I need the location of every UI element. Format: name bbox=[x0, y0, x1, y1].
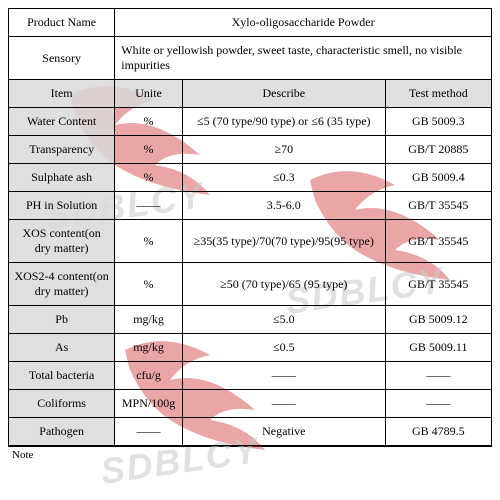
table-row: Asmg/kg≤0.5GB 5009.11 bbox=[9, 334, 492, 362]
col-describe: Describe bbox=[182, 80, 385, 108]
note-label: Note bbox=[8, 446, 492, 463]
col-item: Item bbox=[9, 80, 115, 108]
cell-describe: 3.5-6.0 bbox=[182, 192, 385, 220]
spec-table: Product Name Xylo-oligosaccharide Powder… bbox=[8, 8, 492, 446]
cell-unit: % bbox=[115, 108, 183, 136]
cell-unit: —— bbox=[115, 418, 183, 446]
cell-method: GB 5009.3 bbox=[385, 108, 491, 136]
cell-item: XOS content(on dry matter) bbox=[9, 220, 115, 263]
table-row: ColiformsMPN/100g———— bbox=[9, 390, 492, 418]
cell-item: Pb bbox=[9, 306, 115, 334]
table-row: XOS2-4 content(on dry matter)%≥50 (70 ty… bbox=[9, 263, 492, 306]
cell-unit: mg/kg bbox=[115, 334, 183, 362]
cell-method: GB/T 35545 bbox=[385, 192, 491, 220]
cell-unit: % bbox=[115, 136, 183, 164]
cell-unit: —— bbox=[115, 192, 183, 220]
col-unit: Unite bbox=[115, 80, 183, 108]
table-row: Sulphate ash%≤0.3GB 5009.4 bbox=[9, 164, 492, 192]
cell-unit: MPN/100g bbox=[115, 390, 183, 418]
cell-item: Water Content bbox=[9, 108, 115, 136]
product-name-label: Product Name bbox=[9, 9, 115, 37]
product-name-value: Xylo-oligosaccharide Powder bbox=[115, 9, 492, 37]
cell-method: GB 5009.4 bbox=[385, 164, 491, 192]
cell-unit: % bbox=[115, 263, 183, 306]
table-row: Pathogen——NegativeGB 4789.5 bbox=[9, 418, 492, 446]
cell-describe: ≥70 bbox=[182, 136, 385, 164]
cell-unit: mg/kg bbox=[115, 306, 183, 334]
sensory-label: Sensory bbox=[9, 37, 115, 80]
cell-item: Total bacteria bbox=[9, 362, 115, 390]
cell-describe: Negative bbox=[182, 418, 385, 446]
table-row: Total bacteriacfu/g———— bbox=[9, 362, 492, 390]
cell-describe: ≤5.0 bbox=[182, 306, 385, 334]
cell-method: GB/T 20885 bbox=[385, 136, 491, 164]
cell-unit: % bbox=[115, 220, 183, 263]
cell-item: Transparency bbox=[9, 136, 115, 164]
cell-describe: ≤5 (70 type/90 type) or ≤6 (35 type) bbox=[182, 108, 385, 136]
table-row: PH in Solution——3.5-6.0GB/T 35545 bbox=[9, 192, 492, 220]
cell-unit: cfu/g bbox=[115, 362, 183, 390]
table-row: Transparency%≥70GB/T 20885 bbox=[9, 136, 492, 164]
cell-unit: % bbox=[115, 164, 183, 192]
col-method: Test method bbox=[385, 80, 491, 108]
cell-item: Sulphate ash bbox=[9, 164, 115, 192]
cell-item: As bbox=[9, 334, 115, 362]
cell-describe: —— bbox=[182, 362, 385, 390]
cell-describe: ≥35(35 type)/70(70 type)/95(95 type) bbox=[182, 220, 385, 263]
table-row: XOS content(on dry matter)%≥35(35 type)/… bbox=[9, 220, 492, 263]
cell-describe: ≤0.5 bbox=[182, 334, 385, 362]
cell-item: PH in Solution bbox=[9, 192, 115, 220]
cell-method: GB 5009.11 bbox=[385, 334, 491, 362]
cell-item: XOS2-4 content(on dry matter) bbox=[9, 263, 115, 306]
sensory-value: White or yellowish powder, sweet taste, … bbox=[115, 37, 492, 80]
table-row: Pbmg/kg≤5.0GB 5009.12 bbox=[9, 306, 492, 334]
cell-method: GB/T 35545 bbox=[385, 263, 491, 306]
cell-describe: —— bbox=[182, 390, 385, 418]
cell-method: GB/T 35545 bbox=[385, 220, 491, 263]
table-row: Water Content%≤5 (70 type/90 type) or ≤6… bbox=[9, 108, 492, 136]
cell-item: Coliforms bbox=[9, 390, 115, 418]
cell-method: —— bbox=[385, 390, 491, 418]
cell-method: GB 4789.5 bbox=[385, 418, 491, 446]
cell-method: —— bbox=[385, 362, 491, 390]
cell-item: Pathogen bbox=[9, 418, 115, 446]
cell-describe: ≤0.3 bbox=[182, 164, 385, 192]
cell-describe: ≥50 (70 type)/65 (95 type) bbox=[182, 263, 385, 306]
cell-method: GB 5009.12 bbox=[385, 306, 491, 334]
